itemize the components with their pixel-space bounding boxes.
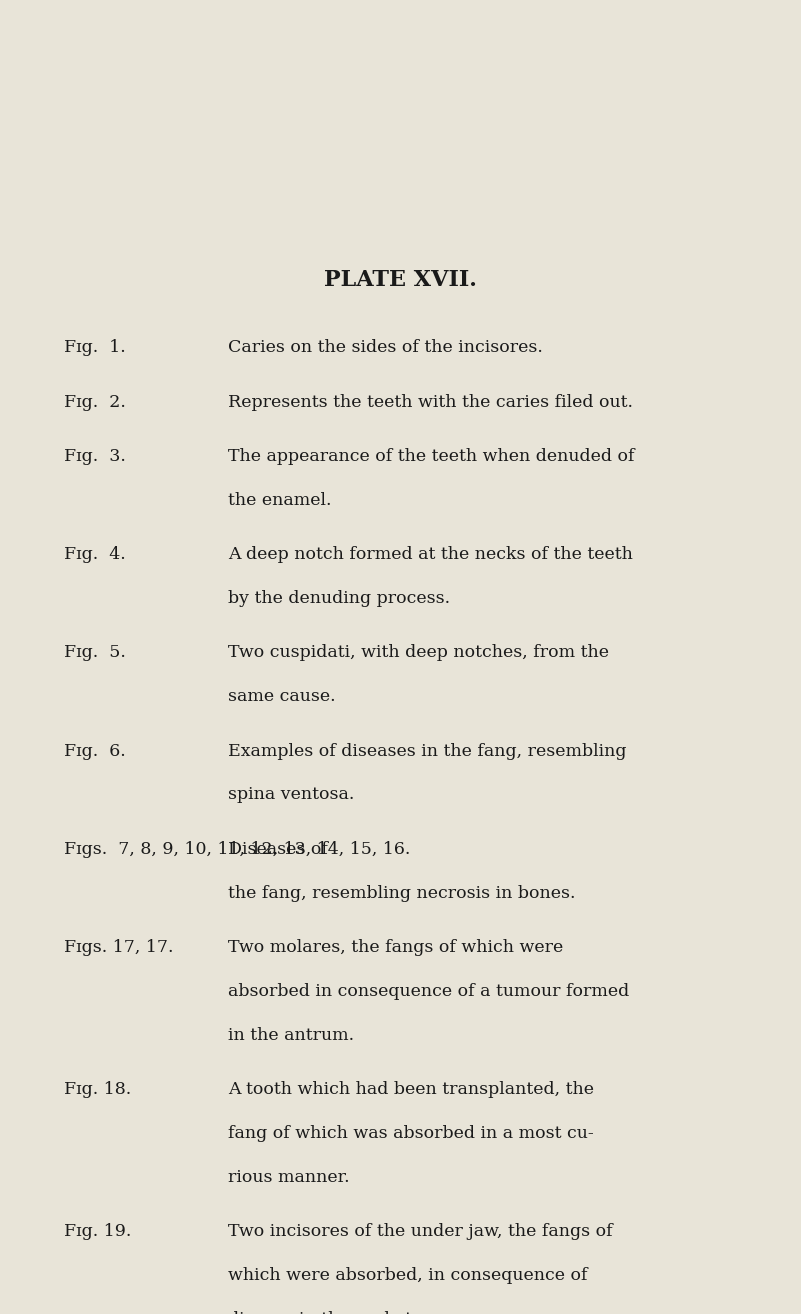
Text: fang of which was absorbed in a most cu-: fang of which was absorbed in a most cu-	[228, 1125, 594, 1142]
Text: A deep notch formed at the necks of the teeth: A deep notch formed at the necks of the …	[228, 547, 633, 564]
Text: same cause.: same cause.	[228, 689, 336, 706]
Text: The appearance of the teeth when denuded of: The appearance of the teeth when denuded…	[228, 448, 634, 465]
Text: Examples of diseases in the fang, resembling: Examples of diseases in the fang, resemb…	[228, 742, 627, 759]
Text: Fɪg.  3.: Fɪg. 3.	[64, 448, 126, 465]
Text: Fɪg. 18.: Fɪg. 18.	[64, 1081, 131, 1099]
Text: Two molares, the fangs of which were: Two molares, the fangs of which were	[228, 940, 564, 957]
Text: Two cuspidati, with deep notches, from the: Two cuspidati, with deep notches, from t…	[228, 644, 610, 661]
Text: Diseases of: Diseases of	[228, 841, 328, 858]
Text: spina ventosa.: spina ventosa.	[228, 787, 355, 803]
Text: the fang, resembling necrosis in bones.: the fang, resembling necrosis in bones.	[228, 884, 576, 901]
Text: which were absorbed, in consequence of: which were absorbed, in consequence of	[228, 1267, 588, 1284]
Text: disease in the socket.: disease in the socket.	[228, 1311, 418, 1314]
Text: Caries on the sides of the incisores.: Caries on the sides of the incisores.	[228, 339, 543, 356]
Text: A tooth which had been transplanted, the: A tooth which had been transplanted, the	[228, 1081, 594, 1099]
Text: Fɪg.  5.: Fɪg. 5.	[64, 644, 126, 661]
Text: Fɪg.  1.: Fɪg. 1.	[64, 339, 126, 356]
Text: by the denuding process.: by the denuding process.	[228, 590, 450, 607]
Text: PLATE XVII.: PLATE XVII.	[324, 269, 477, 290]
Text: Fɪgs.  7, 8, 9, 10, 11, 12, 13, 14, 15, 16.: Fɪgs. 7, 8, 9, 10, 11, 12, 13, 14, 15, 1…	[64, 841, 410, 858]
Text: Fɪg.  2.: Fɪg. 2.	[64, 394, 126, 410]
Text: Represents the teeth with the caries filed out.: Represents the teeth with the caries fil…	[228, 394, 634, 410]
Text: Fɪgs. 17, 17.: Fɪgs. 17, 17.	[64, 940, 174, 957]
Text: absorbed in consequence of a tumour formed: absorbed in consequence of a tumour form…	[228, 983, 630, 1000]
Text: Fɪg.  6.: Fɪg. 6.	[64, 742, 126, 759]
Text: rious manner.: rious manner.	[228, 1169, 350, 1187]
Text: Fɪg.  4.: Fɪg. 4.	[64, 547, 126, 564]
Text: in the antrum.: in the antrum.	[228, 1026, 354, 1043]
Text: Two incisores of the under jaw, the fangs of: Two incisores of the under jaw, the fang…	[228, 1223, 613, 1240]
Text: the enamel.: the enamel.	[228, 491, 332, 509]
Text: Fɪg. 19.: Fɪg. 19.	[64, 1223, 131, 1240]
